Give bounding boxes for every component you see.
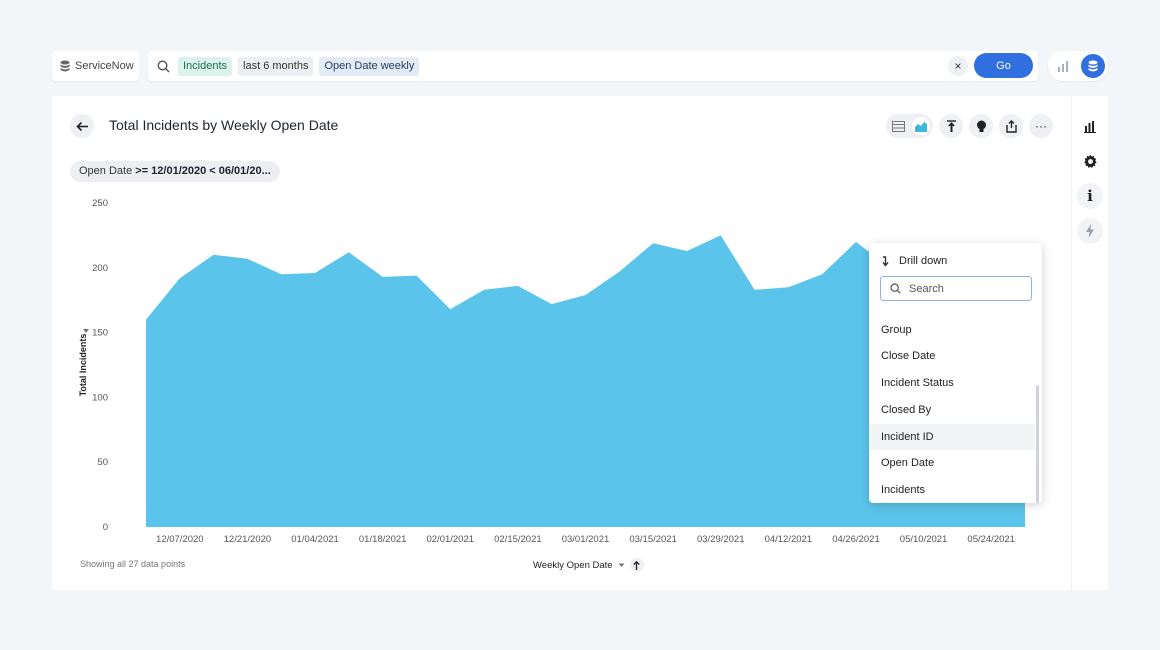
x-tick-label: 02/15/2021 — [494, 534, 542, 545]
x-tick-label: 04/26/2021 — [832, 534, 880, 545]
settings-button[interactable] — [1077, 148, 1103, 174]
chevron-down-icon — [618, 563, 625, 567]
drilldown-item[interactable]: Incident Status — [881, 377, 954, 389]
x-tick-label: 03/01/2021 — [562, 534, 610, 545]
info-icon: i — [1087, 187, 1093, 205]
area-chart-icon — [915, 121, 927, 132]
spotiq-button[interactable] — [1077, 218, 1103, 244]
y-tick-label: 250 — [92, 198, 108, 209]
view-toggle — [886, 114, 933, 138]
pin-icon — [946, 119, 956, 132]
share-icon — [1005, 119, 1017, 133]
y-tick-label: 0 — [103, 522, 108, 533]
drilldown-item[interactable]: Group — [881, 324, 912, 336]
drilldown-header: Drill down — [882, 255, 947, 267]
search-icon — [890, 283, 901, 294]
drilldown-item[interactable]: Close Date — [881, 350, 936, 362]
database-icon — [60, 60, 70, 72]
search-bar[interactable]: Incidents last 6 months Open Date weekly… — [148, 51, 1038, 81]
x-tick-label: 01/04/2021 — [291, 534, 339, 545]
x-tick-label: 03/29/2021 — [697, 534, 745, 545]
x-axis-title[interactable]: Weekly Open Date — [533, 558, 644, 572]
y-axis-title: Total Incidents — [78, 334, 88, 397]
x-tick-label: 03/15/2021 — [629, 534, 677, 545]
drilldown-scrollbar[interactable] — [1036, 385, 1039, 503]
y-tick-label: 200 — [92, 263, 108, 274]
sort-button[interactable] — [629, 558, 644, 572]
x-tick-label: 04/12/2021 — [765, 534, 813, 545]
search-icon — [157, 59, 170, 72]
datasource-name: ServiceNow — [75, 60, 134, 72]
drilldown-search[interactable] — [880, 276, 1032, 301]
drilldown-search-input[interactable] — [909, 282, 1019, 295]
x-tick-label: 02/01/2021 — [426, 534, 474, 545]
lightbulb-icon — [976, 120, 986, 132]
mode-switcher — [1048, 51, 1108, 81]
pin-button[interactable] — [939, 114, 963, 138]
filter-value: >= 12/01/2020 < 06/01/20... — [135, 165, 271, 177]
right-rail: i — [1071, 96, 1108, 590]
data-points-note: Showing all 27 data points — [80, 559, 186, 569]
drilldown-item[interactable]: Incidents — [881, 484, 926, 496]
drilldown-title: Drill down — [899, 255, 948, 267]
chart-settings-button[interactable] — [1077, 113, 1103, 139]
drilldown-item[interactable]: Closed By — [881, 404, 932, 416]
gear-icon — [1083, 154, 1097, 168]
x-tick-label: 05/24/2021 — [967, 534, 1015, 545]
area-series — [146, 235, 1025, 527]
y-tick-label: 150 — [92, 328, 108, 339]
x-tick-label: 05/10/2021 — [900, 534, 948, 545]
table-icon — [891, 120, 905, 132]
arrow-up-icon — [633, 560, 640, 570]
clear-search-button[interactable]: × — [948, 56, 968, 76]
bar-chart-icon[interactable] — [1056, 59, 1070, 73]
bar-chart-icon — [1083, 120, 1096, 133]
y-tick-label: 100 — [92, 392, 108, 403]
back-button[interactable] — [70, 114, 94, 138]
datasource-chip[interactable]: ServiceNow — [52, 51, 139, 81]
search-token[interactable]: last 6 months — [238, 56, 314, 76]
x-tick-label: 01/18/2021 — [359, 534, 407, 545]
x-tick-label: 12/07/2020 — [156, 534, 204, 545]
drilldown-item-highlighted[interactable]: Incident ID — [869, 424, 1035, 450]
chevron-down-icon — [83, 329, 89, 333]
share-button[interactable] — [999, 114, 1023, 138]
arrow-left-icon — [75, 121, 88, 131]
spotiq-analyze-button[interactable] — [969, 114, 993, 138]
drilldown-menu: Drill down Group Close Date Incident Sta… — [869, 243, 1042, 503]
y-tick-label: 50 — [97, 457, 108, 468]
chart-view-button[interactable] — [912, 117, 930, 135]
search-token[interactable]: Open Date weekly — [319, 56, 420, 76]
table-view-button[interactable] — [889, 117, 907, 135]
search-token[interactable]: Incidents — [178, 56, 233, 76]
go-button[interactable]: Go — [974, 53, 1033, 78]
page-title: Total Incidents by Weekly Open Date — [109, 117, 339, 133]
drilldown-item[interactable]: Open Date — [881, 457, 935, 469]
info-button[interactable]: i — [1077, 183, 1103, 209]
area-chart: 0 50 100 150 200 250 12/07/2020 12/21/2020 01/04… — [78, 198, 1025, 545]
x-tick-label: 12/21/2020 — [224, 534, 272, 545]
x-axis-title-label: Weekly Open Date — [533, 559, 613, 571]
filter-label: Open Date — [79, 165, 133, 177]
drill-down-icon — [882, 255, 889, 267]
lightning-icon — [1086, 224, 1094, 238]
database-icon — [1088, 60, 1098, 72]
filter-chip[interactable]: Open Date >= 12/01/2020 < 06/01/20... — [70, 161, 280, 182]
more-options-button[interactable]: ··· — [1029, 114, 1053, 138]
database-mode-button[interactable] — [1081, 54, 1105, 78]
